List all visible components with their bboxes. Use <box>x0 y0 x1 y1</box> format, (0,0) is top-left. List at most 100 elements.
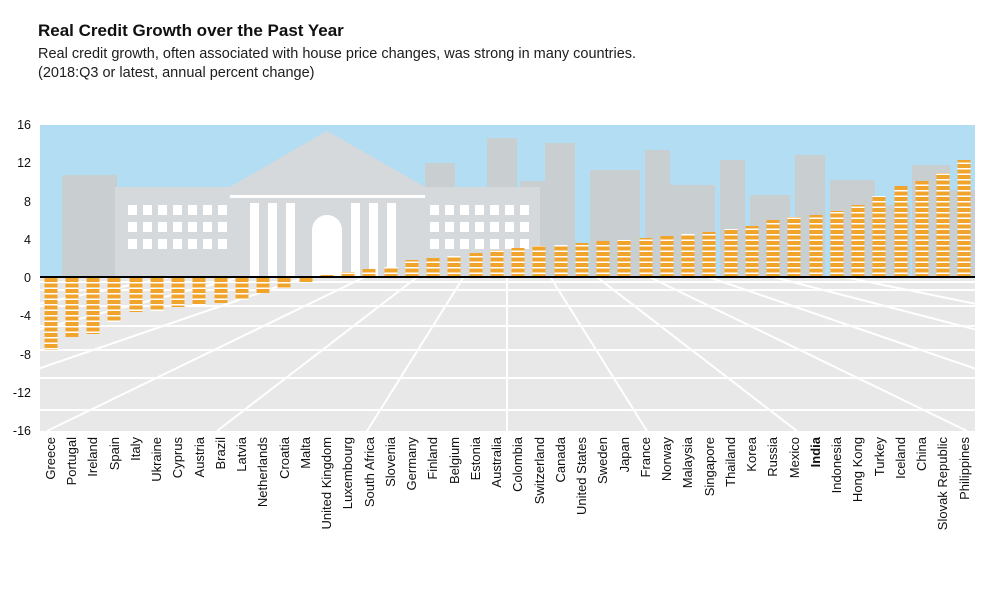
x-axis-label-column: India <box>805 437 826 599</box>
x-axis-label-column: Iceland <box>890 437 911 599</box>
y-axis-tick-label: 8 <box>24 194 31 209</box>
bar-iceland <box>894 186 908 278</box>
bar-column <box>423 125 444 431</box>
bar-column <box>571 125 592 431</box>
x-axis-label-column: Slovak Republic <box>933 437 954 599</box>
x-axis-label-column: Estonia <box>465 437 486 599</box>
x-axis-label-column: Norway <box>656 437 677 599</box>
x-axis-label: Belgium <box>446 437 462 484</box>
x-axis-label: Malta <box>297 437 313 469</box>
bar-malta <box>299 278 313 282</box>
x-axis-label: Korea <box>744 437 760 472</box>
x-axis-label-column: Spain <box>104 437 125 599</box>
x-axis-label: Ukraine <box>149 437 165 482</box>
x-axis-label: India <box>807 437 823 468</box>
x-axis-label-column: Italy <box>125 437 146 599</box>
bar-column <box>40 125 61 431</box>
x-axis-label-column: United States <box>571 437 592 599</box>
chart-units-note: (2018:Q3 or latest, annual percent chang… <box>38 65 315 82</box>
bar-slovenia <box>384 266 398 278</box>
bar-luxembourg <box>341 272 355 278</box>
x-axis-label: Sweden <box>595 437 611 484</box>
bar-spain <box>107 278 121 322</box>
x-axis-label: Russia <box>765 437 781 477</box>
x-axis-label-column: Luxembourg <box>338 437 359 599</box>
bar-korea <box>745 226 759 278</box>
x-axis-label-column: China <box>911 437 932 599</box>
x-axis-label-column: Indonesia <box>826 437 847 599</box>
bar-column <box>210 125 231 431</box>
x-axis-label-column: Germany <box>401 437 422 599</box>
x-axis-label: Finland <box>425 437 441 480</box>
x-axis-label: Thailand <box>722 437 738 487</box>
x-axis-label: South Africa <box>361 437 377 508</box>
x-axis-label-column: Latvia <box>231 437 252 599</box>
bar-turkey <box>872 195 886 278</box>
zero-axis-line <box>40 276 975 278</box>
y-axis-tick-label: 4 <box>24 232 31 247</box>
bar-column <box>911 125 932 431</box>
bar-column <box>83 125 104 431</box>
x-axis-label: Spain <box>106 437 122 471</box>
x-axis-label-column: Croatia <box>274 437 295 599</box>
bar-column <box>763 125 784 431</box>
bar-column <box>189 125 210 431</box>
bar-latvia <box>235 278 249 300</box>
x-axis-label: Germany <box>404 437 420 491</box>
bar-column <box>699 125 720 431</box>
bar-column <box>61 125 82 431</box>
x-axis-label-column: Singapore <box>699 437 720 599</box>
x-axis-label-column: Philippines <box>954 437 975 599</box>
bar-column <box>848 125 869 431</box>
bar-germany <box>405 259 419 278</box>
bar-colombia <box>511 248 525 278</box>
x-axis-label: Estonia <box>467 437 483 481</box>
bar-column <box>168 125 189 431</box>
x-axis-label: Colombia <box>510 437 526 492</box>
bar-philippines <box>957 160 971 278</box>
bar-netherlands <box>256 278 270 294</box>
x-axis-label-column: Brazil <box>210 437 231 599</box>
y-axis-tick-label: 12 <box>17 156 31 171</box>
y-axis-tick-label: -16 <box>12 424 31 438</box>
x-axis-label: Croatia <box>276 437 292 479</box>
bar-mexico <box>787 216 801 278</box>
bar-column <box>656 125 677 431</box>
x-axis-label: Canada <box>552 437 568 483</box>
x-axis-label: Ireland <box>85 437 101 477</box>
bar-switzerland <box>532 246 546 278</box>
x-axis-label-column: France <box>635 437 656 599</box>
bar-column <box>231 125 252 431</box>
bar-column <box>678 125 699 431</box>
bar-malaysia <box>681 234 695 278</box>
bar-column <box>720 125 741 431</box>
bar-croatia <box>277 278 291 288</box>
x-axis-label: Latvia <box>234 437 250 472</box>
x-axis-label-column: Portugal <box>61 437 82 599</box>
x-axis-label-column: Korea <box>741 437 762 599</box>
bar-thailand <box>724 229 738 278</box>
y-axis: 16 12 8 4 0 -4 -8 -12 -16 <box>0 118 36 438</box>
bar-column <box>316 125 337 431</box>
x-axis-label: Brazil <box>212 437 228 470</box>
x-axis-label: Philippines <box>956 437 972 500</box>
bar-column <box>784 125 805 431</box>
x-axis-label-column: Sweden <box>593 437 614 599</box>
bar-austria <box>192 278 206 305</box>
y-axis-tick-label: -8 <box>19 347 31 362</box>
bar-column <box>380 125 401 431</box>
chart-header: Real Credit Growth over the Past Year Re… <box>0 0 986 83</box>
x-axis-label: Slovenia <box>382 437 398 487</box>
x-axis-label: Netherlands <box>255 437 271 508</box>
bar-column <box>486 125 507 431</box>
x-axis-label: Norway <box>659 437 675 482</box>
x-axis-label: France <box>637 437 653 478</box>
bar-south-africa <box>362 269 376 278</box>
bar-column <box>933 125 954 431</box>
bar-slovak-republic <box>936 172 950 278</box>
y-axis-tick-label: -4 <box>19 309 31 324</box>
x-axis-label: United States <box>574 437 590 516</box>
x-axis-label: Slovak Republic <box>935 437 951 531</box>
x-axis-label: Japan <box>616 437 632 473</box>
bar-column <box>125 125 146 431</box>
